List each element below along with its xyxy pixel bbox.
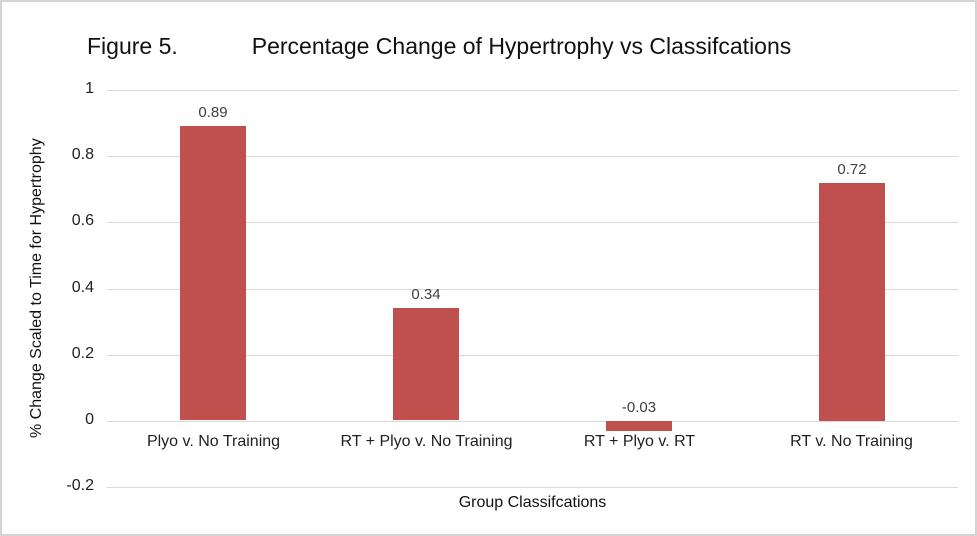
y-tick-label: 0.2 bbox=[71, 345, 94, 362]
chart-title-text: Percentage Change of Hypertrophy vs Clas… bbox=[251, 33, 792, 59]
y-tick-label: 1 bbox=[85, 80, 94, 97]
bar-value-label: -0.03 bbox=[621, 399, 657, 416]
gridline bbox=[107, 222, 958, 223]
y-tick-label: -0.2 bbox=[66, 477, 94, 494]
x-category-label: RT + Plyo v. No Training bbox=[340, 433, 513, 450]
gridline bbox=[107, 289, 958, 290]
bar-value-label: 0.89 bbox=[198, 104, 228, 121]
y-tick-label: 0.4 bbox=[71, 279, 94, 296]
y-tick-label: 0.8 bbox=[71, 146, 94, 163]
plot-area bbox=[107, 90, 958, 488]
x-axis-title: Group Classifcations bbox=[458, 494, 607, 511]
y-tick-label: 0.6 bbox=[71, 212, 94, 229]
gridline bbox=[107, 421, 958, 422]
gridline bbox=[107, 156, 958, 157]
bar-2 bbox=[393, 308, 459, 420]
figure-label: Figure 5. bbox=[87, 33, 178, 59]
x-category-label: RT + Plyo v. RT bbox=[583, 433, 696, 450]
x-category-label: Plyo v. No Training bbox=[146, 433, 281, 450]
bar-1 bbox=[180, 126, 246, 420]
bar-3 bbox=[606, 421, 672, 431]
bar-value-label: 0.72 bbox=[837, 161, 867, 178]
bar-value-label: 0.34 bbox=[411, 286, 441, 303]
y-tick-label: 0 bbox=[85, 411, 94, 428]
gridline bbox=[107, 90, 958, 91]
chart-title: Figure 5. Percentage Change of Hypertrop… bbox=[87, 33, 791, 60]
gridline bbox=[107, 487, 958, 488]
gridline bbox=[107, 355, 958, 356]
bar-4 bbox=[819, 183, 885, 421]
x-category-label: RT v. No Training bbox=[790, 433, 913, 450]
